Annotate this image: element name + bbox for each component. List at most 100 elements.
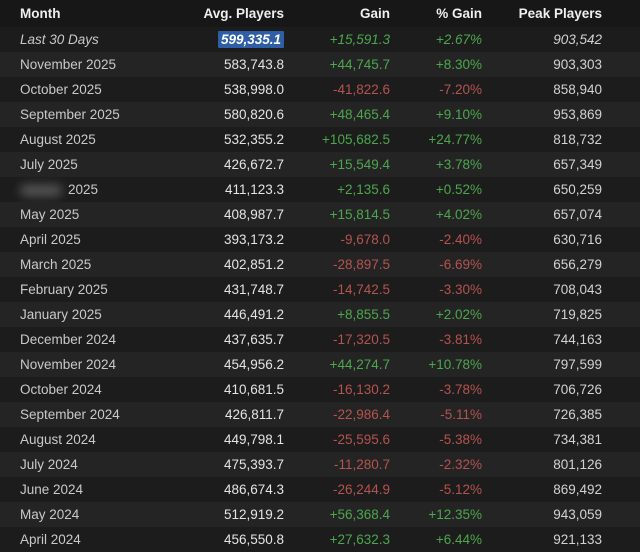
avg-players-cell: 410,681.5 bbox=[223, 382, 284, 397]
stats-table-body: Last 30 Days 599,335.1 +15,591.3 +2.67% 903,… bbox=[0, 27, 640, 552]
table-row: August 2024 449,798.1 -25,595.6 -5.38% 734,3… bbox=[0, 427, 640, 452]
peak-players-cell: 921,133 bbox=[553, 532, 602, 547]
table-row: April 2025 393,173.2 -9,678.0 -2.40% 630,716 bbox=[0, 227, 640, 252]
gain-cell: +44,745.7 bbox=[329, 57, 390, 72]
peak-players-cell: 706,726 bbox=[553, 382, 602, 397]
gain-cell: -26,244.9 bbox=[332, 482, 390, 497]
avg-players-cell: 426,672.7 bbox=[223, 157, 284, 172]
gain-cell: +8,855.5 bbox=[337, 307, 390, 322]
table-row: October 2024 410,681.5 -16,130.2 -3.78% 706,… bbox=[0, 377, 640, 402]
avg-players-cell: 512,919.2 bbox=[223, 507, 284, 522]
table-row: 2025 411,123.3 +2,135.6 +0.52% 650,259 bbox=[0, 177, 640, 202]
gain-cell: +2,135.6 bbox=[337, 182, 390, 197]
column-header-pct-gain: % Gain bbox=[404, 0, 496, 27]
table-row: September 2024 426,811.7 -22,986.4 -5.11% 72… bbox=[0, 402, 640, 427]
month-cell: March 2025 bbox=[20, 257, 92, 272]
avg-players-cell: 431,748.7 bbox=[223, 282, 284, 297]
table-row: January 2025 446,491.2 +8,855.5 +2.02% 719,8… bbox=[0, 302, 640, 327]
gain-cell: +105,682.5 bbox=[322, 132, 390, 147]
table-row: March 2025 402,851.2 -28,897.5 -6.69% 656,27… bbox=[0, 252, 640, 277]
pct-gain-cell: +0.52% bbox=[435, 182, 482, 197]
peak-players-cell: 719,825 bbox=[553, 307, 602, 322]
table-row: July 2025 426,672.7 +15,549.4 +3.78% 657,349 bbox=[0, 152, 640, 177]
table-row: February 2025 431,748.7 -14,742.5 -3.30% 708… bbox=[0, 277, 640, 302]
month-cell: 2025 bbox=[0, 177, 192, 202]
table-row: April 2024 456,550.8 +27,632.3 +6.44% 921,13… bbox=[0, 527, 640, 552]
gain-cell: +15,591.3 bbox=[329, 32, 390, 47]
pct-gain-cell: +12.35% bbox=[428, 507, 482, 522]
avg-players-cell: 449,798.1 bbox=[223, 432, 284, 447]
avg-players-cell: 408,987.7 bbox=[223, 207, 284, 222]
peak-players-cell: 818,732 bbox=[553, 132, 602, 147]
avg-players-cell: 446,491.2 bbox=[223, 307, 284, 322]
month-cell: May 2025 bbox=[20, 207, 80, 222]
peak-players-cell: 630,716 bbox=[553, 232, 602, 247]
peak-players-cell: 869,492 bbox=[553, 482, 602, 497]
month-cell: January 2025 bbox=[20, 307, 102, 322]
table-row: May 2024 512,919.2 +56,368.4 +12.35% 943,059 bbox=[0, 502, 640, 527]
gain-cell: +15,814.5 bbox=[329, 207, 390, 222]
blurred-month-text bbox=[20, 184, 62, 196]
pct-gain-cell: +2.02% bbox=[435, 307, 482, 322]
month-cell: Last 30 Days bbox=[20, 32, 99, 47]
table-row: December 2024 437,635.7 -17,320.5 -3.81% 744… bbox=[0, 327, 640, 352]
table-row: May 2025 408,987.7 +15,814.5 +4.02% 657,074 bbox=[0, 202, 640, 227]
table-row: Last 30 Days 599,335.1 +15,591.3 +2.67% 903,… bbox=[0, 27, 640, 52]
pct-gain-cell: -5.11% bbox=[440, 407, 482, 422]
gain-cell: -25,595.6 bbox=[332, 432, 390, 447]
avg-players-cell: 454,956.2 bbox=[223, 357, 284, 372]
peak-players-cell: 744,163 bbox=[553, 332, 602, 347]
table-row: October 2025 538,998.0 -41,822.6 -7.20% 858,… bbox=[0, 77, 640, 102]
pct-gain-cell: +9.10% bbox=[435, 107, 482, 122]
gain-cell: -14,742.5 bbox=[332, 282, 390, 297]
month-cell: August 2025 bbox=[20, 132, 96, 147]
avg-players-cell: 580,820.6 bbox=[223, 107, 284, 122]
month-cell: February 2025 bbox=[20, 282, 108, 297]
avg-players-cell: 402,851.2 bbox=[223, 257, 284, 272]
peak-players-cell: 797,599 bbox=[553, 357, 602, 372]
peak-players-cell: 726,385 bbox=[553, 407, 602, 422]
month-cell: October 2024 bbox=[20, 382, 102, 397]
gain-cell: +44,274.7 bbox=[329, 357, 390, 372]
avg-players-cell: 532,355.2 bbox=[223, 132, 284, 147]
pct-gain-cell: -3.78% bbox=[439, 382, 482, 397]
peak-players-cell: 708,043 bbox=[553, 282, 602, 297]
gain-cell: +27,632.3 bbox=[329, 532, 390, 547]
gain-cell: -41,822.6 bbox=[332, 82, 390, 97]
gain-cell: -28,897.5 bbox=[332, 257, 390, 272]
pct-gain-cell: -7.20% bbox=[439, 82, 482, 97]
gain-cell: -9,678.0 bbox=[340, 232, 390, 247]
month-cell: September 2024 bbox=[20, 407, 120, 422]
peak-players-cell: 734,381 bbox=[553, 432, 602, 447]
table-header-row: Month Avg. Players Gain % Gain Peak Play… bbox=[0, 0, 640, 27]
pct-gain-cell: -3.30% bbox=[439, 282, 482, 297]
avg-players-cell: 456,550.8 bbox=[223, 532, 284, 547]
peak-players-cell: 657,349 bbox=[553, 157, 602, 172]
avg-players-cell: 393,173.2 bbox=[223, 232, 284, 247]
gain-cell: -16,130.2 bbox=[332, 382, 390, 397]
table-row: July 2024 475,393.7 -11,280.7 -2.32% 801,126 bbox=[0, 452, 640, 477]
avg-players-cell: 583,743.8 bbox=[223, 57, 284, 72]
month-cell: November 2024 bbox=[20, 357, 117, 372]
gain-cell: -22,986.4 bbox=[332, 407, 390, 422]
avg-players-cell: 538,998.0 bbox=[223, 82, 284, 97]
avg-players-cell: 599,335.1 bbox=[192, 27, 298, 52]
table-row: September 2025 580,820.6 +48,465.4 +9.10% 95… bbox=[0, 102, 640, 127]
pct-gain-cell: -3.81% bbox=[439, 332, 482, 347]
month-cell: June 2024 bbox=[20, 482, 84, 497]
peak-players-cell: 953,869 bbox=[553, 107, 602, 122]
selected-text-highlight: 599,335.1 bbox=[217, 31, 284, 48]
avg-players-cell: 411,123.3 bbox=[224, 182, 284, 197]
month-cell: November 2025 bbox=[20, 57, 117, 72]
table-row: November 2025 583,743.8 +44,745.7 +8.30% 903… bbox=[0, 52, 640, 77]
pct-gain-cell: +24.77% bbox=[428, 132, 482, 147]
month-cell: April 2024 bbox=[20, 532, 81, 547]
month-cell: April 2025 bbox=[20, 232, 81, 247]
peak-players-cell: 903,303 bbox=[553, 57, 602, 72]
pct-gain-cell: -5.38% bbox=[439, 432, 482, 447]
pct-gain-cell: -5.12% bbox=[439, 482, 482, 497]
pct-gain-cell: +2.67% bbox=[435, 32, 482, 47]
column-header-peak-players: Peak Players bbox=[496, 0, 640, 27]
column-header-gain: Gain bbox=[298, 0, 404, 27]
